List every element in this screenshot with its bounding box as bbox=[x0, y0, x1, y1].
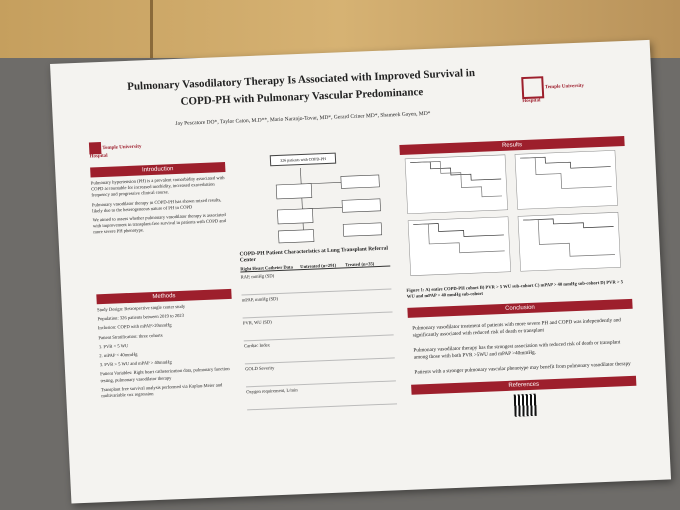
seam bbox=[150, 0, 153, 58]
qr-code bbox=[513, 394, 537, 418]
authors: Jay Pescatore DO*, Taylor Caton, M.D**, … bbox=[175, 110, 431, 128]
section-heading: Conclusion bbox=[407, 299, 633, 319]
paragraph: Pulmonary vasodilator therapy in COPD-PH… bbox=[91, 196, 222, 214]
poster: Pulmonary Vasodilatory Therapy Is Associ… bbox=[50, 39, 672, 504]
method-item: Transplant free survival analysis perfor… bbox=[100, 382, 223, 399]
methods-section: Methods Study Design: Retrospective sing… bbox=[96, 288, 236, 402]
intro-section: Introduction Pulmonary hypertension (PH)… bbox=[90, 162, 228, 239]
section-heading: References bbox=[411, 376, 637, 396]
km-plots bbox=[404, 150, 621, 276]
paragraph: We aimed to assess whether pulmonary vas… bbox=[92, 212, 227, 235]
results-section: Results Figure 1: A) entire COPD-PH coho… bbox=[399, 136, 638, 425]
table: COPD-PH Patient Characteristics at Lung … bbox=[239, 246, 398, 411]
logo-left: Temple University Hospital bbox=[88, 140, 160, 159]
poster-title: Pulmonary Vasodilatory Therapy Is Associ… bbox=[126, 66, 476, 108]
paragraph: Pulmonary vasodilator treatment of patie… bbox=[412, 317, 622, 340]
paragraph: Pulmonary hypertension (PH) is a prevale… bbox=[90, 175, 225, 198]
paragraph: Patients with a stronger pulmonary vascu… bbox=[414, 361, 631, 377]
flow-chart bbox=[275, 168, 383, 244]
table-row: Oxygen requirement, L/min bbox=[246, 381, 398, 411]
paragraph: Pulmonary vasodilator therapy has the st… bbox=[413, 339, 621, 362]
methods-list: Study Design: Retrospective single cente… bbox=[97, 302, 236, 399]
table-body: RAP, mmHg (SD) mPAP, mmHg (SD) PVR, WU (SD… bbox=[240, 266, 398, 411]
logo-right: Temple University Hospital bbox=[521, 74, 592, 104]
method-item: Patient Variables: Right heart catheteri… bbox=[100, 366, 230, 383]
figure-caption: Figure 1: A) entire COPD-PH cohort B) PV… bbox=[406, 279, 624, 300]
